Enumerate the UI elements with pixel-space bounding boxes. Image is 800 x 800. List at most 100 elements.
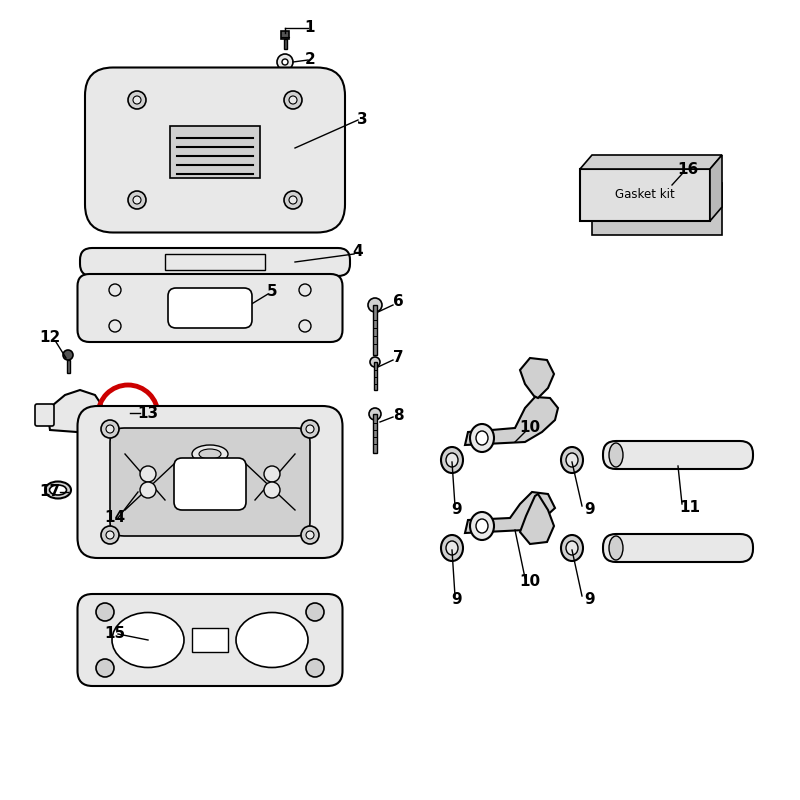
Polygon shape — [580, 155, 722, 169]
Text: 7: 7 — [393, 350, 403, 366]
Text: 14: 14 — [105, 510, 126, 526]
Ellipse shape — [566, 453, 578, 467]
Circle shape — [101, 526, 119, 544]
Text: 10: 10 — [519, 421, 541, 435]
FancyBboxPatch shape — [35, 404, 54, 426]
Circle shape — [284, 91, 302, 109]
Ellipse shape — [609, 536, 623, 560]
Ellipse shape — [476, 431, 488, 445]
FancyBboxPatch shape — [603, 534, 753, 562]
Ellipse shape — [192, 445, 228, 463]
Bar — [373, 414, 377, 453]
Circle shape — [299, 320, 311, 332]
Circle shape — [289, 96, 297, 104]
Circle shape — [128, 191, 146, 209]
Polygon shape — [520, 358, 554, 398]
Bar — [165, 254, 265, 270]
Circle shape — [96, 659, 114, 677]
Ellipse shape — [45, 482, 71, 498]
Text: 4: 4 — [353, 245, 363, 259]
Text: 9: 9 — [585, 593, 595, 607]
Bar — [66, 360, 70, 373]
Circle shape — [101, 420, 119, 438]
Ellipse shape — [561, 447, 583, 473]
Text: 9: 9 — [452, 502, 462, 518]
Ellipse shape — [441, 447, 463, 473]
Polygon shape — [520, 494, 554, 544]
Bar — [170, 126, 260, 178]
Text: 9: 9 — [585, 502, 595, 518]
FancyBboxPatch shape — [174, 458, 246, 510]
Circle shape — [106, 531, 114, 539]
Circle shape — [63, 350, 73, 360]
Text: 2: 2 — [305, 53, 315, 67]
Circle shape — [109, 284, 121, 296]
Circle shape — [306, 425, 314, 433]
Text: 3: 3 — [357, 113, 367, 127]
Ellipse shape — [112, 613, 184, 667]
Circle shape — [264, 482, 280, 498]
Circle shape — [133, 96, 141, 104]
Bar — [374, 362, 377, 390]
Polygon shape — [465, 492, 555, 533]
Circle shape — [368, 298, 382, 312]
Circle shape — [133, 196, 141, 204]
Circle shape — [282, 59, 288, 65]
FancyBboxPatch shape — [85, 67, 345, 233]
Circle shape — [264, 466, 280, 482]
Ellipse shape — [199, 449, 221, 459]
FancyBboxPatch shape — [78, 594, 342, 686]
Text: 15: 15 — [105, 626, 126, 642]
Ellipse shape — [470, 512, 494, 540]
FancyBboxPatch shape — [110, 428, 310, 536]
Circle shape — [96, 603, 114, 621]
Bar — [283, 39, 286, 49]
Text: 6: 6 — [393, 294, 403, 310]
Text: 12: 12 — [39, 330, 61, 346]
Circle shape — [140, 466, 156, 482]
FancyBboxPatch shape — [603, 441, 753, 469]
Circle shape — [306, 659, 324, 677]
Bar — [580, 169, 710, 221]
Ellipse shape — [561, 535, 583, 561]
Polygon shape — [465, 397, 558, 445]
Bar — [373, 305, 377, 355]
Ellipse shape — [446, 453, 458, 467]
Circle shape — [106, 425, 114, 433]
Bar — [281, 31, 289, 39]
Text: 16: 16 — [678, 162, 698, 178]
Circle shape — [109, 320, 121, 332]
Circle shape — [140, 482, 156, 498]
Text: 13: 13 — [138, 406, 158, 421]
Ellipse shape — [446, 541, 458, 555]
Ellipse shape — [236, 613, 308, 667]
Text: 10: 10 — [519, 574, 541, 590]
Text: 8: 8 — [393, 407, 403, 422]
Text: 1: 1 — [305, 21, 315, 35]
Bar — [592, 183, 722, 235]
Circle shape — [128, 91, 146, 109]
Ellipse shape — [476, 519, 488, 533]
FancyBboxPatch shape — [78, 274, 342, 342]
Circle shape — [299, 284, 311, 296]
Ellipse shape — [609, 443, 623, 467]
Ellipse shape — [50, 485, 66, 495]
Text: 11: 11 — [679, 501, 701, 515]
Ellipse shape — [441, 535, 463, 561]
Ellipse shape — [566, 541, 578, 555]
Text: Gasket kit: Gasket kit — [615, 189, 675, 202]
Text: 17: 17 — [39, 485, 61, 499]
Circle shape — [284, 191, 302, 209]
Polygon shape — [710, 155, 722, 221]
FancyBboxPatch shape — [78, 406, 342, 558]
Circle shape — [301, 526, 319, 544]
Circle shape — [301, 420, 319, 438]
Circle shape — [369, 408, 381, 420]
Ellipse shape — [470, 424, 494, 452]
FancyBboxPatch shape — [80, 248, 350, 276]
Circle shape — [289, 196, 297, 204]
Circle shape — [370, 357, 380, 367]
Circle shape — [277, 54, 293, 70]
Text: 9: 9 — [452, 593, 462, 607]
Polygon shape — [47, 390, 105, 433]
